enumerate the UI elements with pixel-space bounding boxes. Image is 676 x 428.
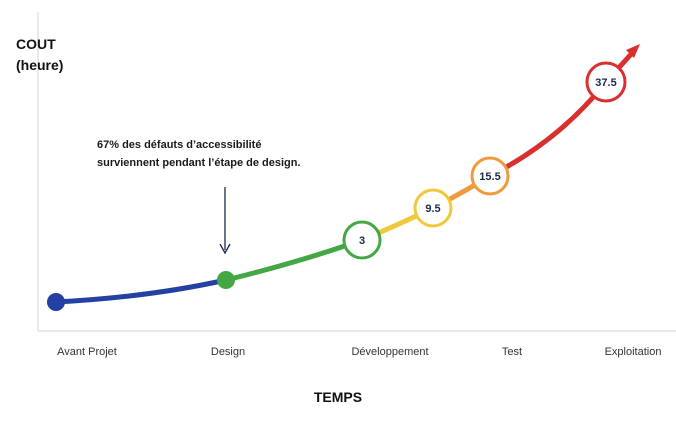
data-label-6: 37.5 xyxy=(595,77,616,89)
y-axis-label-line2: (heure) xyxy=(16,57,64,73)
curve-segment-2 xyxy=(223,237,365,283)
annotation-arrow xyxy=(219,187,231,255)
annotation-line2: surviennent pendant l’étape de design. xyxy=(97,157,301,169)
annotation-text: 67% des défauts d’accessibilité survienn… xyxy=(97,136,301,172)
data-point-2 xyxy=(217,271,235,289)
curve-segment-1 xyxy=(53,277,229,305)
x-tick-label: Design xyxy=(211,346,245,358)
data-markers: 3 9.5 15.5 37.5 xyxy=(47,61,627,311)
x-tick-label: Développement xyxy=(351,346,428,358)
data-label-5: 15.5 xyxy=(479,171,500,183)
annotation-arrow-head xyxy=(219,243,231,255)
x-axis-label: TEMPS xyxy=(313,389,363,405)
data-point-4 xyxy=(413,188,453,228)
x-tick-label: Exploitation xyxy=(605,346,662,358)
data-label-4: 9.5 xyxy=(425,203,440,215)
data-point-5 xyxy=(470,156,510,196)
x-tick-label: Test xyxy=(502,346,522,358)
y-axis-label-line1: COUT xyxy=(16,36,56,52)
x-tick-labels: Avant Projet Design Développement Test Explo… xyxy=(57,346,661,358)
y-axis-label: COUT (heure) xyxy=(16,34,63,76)
axes xyxy=(37,12,676,332)
data-point-1 xyxy=(47,293,65,311)
data-label-3: 3 xyxy=(359,235,365,247)
annotation-line1: 67% des défauts d’accessibilité xyxy=(97,139,262,151)
data-point-3 xyxy=(342,220,382,260)
cost-curve xyxy=(53,44,640,305)
curve-arrowhead xyxy=(626,44,640,58)
data-point-6 xyxy=(585,61,627,103)
x-tick-label: Avant Projet xyxy=(57,346,117,358)
